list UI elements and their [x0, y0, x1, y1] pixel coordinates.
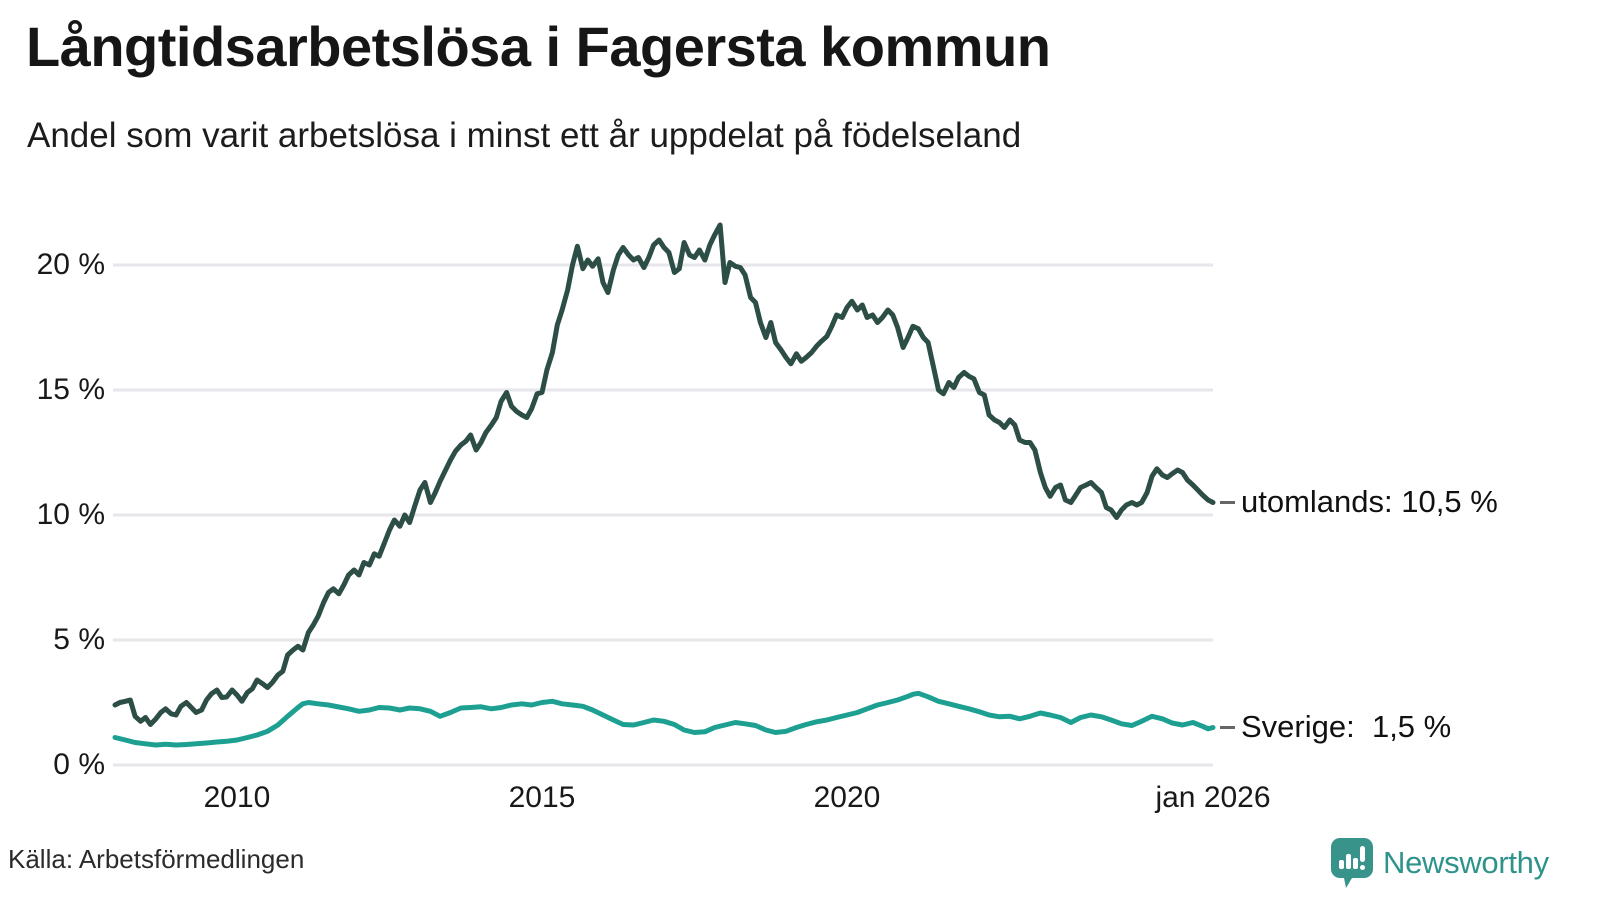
- y-axis-tick-label: 15 %: [36, 373, 105, 406]
- x-axis-tick-label: jan 2026: [1155, 781, 1271, 814]
- series-label-utomlands: utomlands: 10,5 %: [1241, 483, 1498, 519]
- chart-subtitle: Andel som varit arbetslösa i minst ett å…: [27, 116, 1022, 155]
- series-line-Sverige: [112, 690, 1216, 748]
- series-label-sverige: Sverige: 1,5 %: [1241, 708, 1452, 744]
- newsworthy-icon: [1331, 838, 1373, 888]
- y-axis-tick-label: 20 %: [36, 248, 105, 281]
- x-axis-tick-label: 2015: [508, 781, 576, 814]
- chart-title: Långtidsarbetslösa i Fagersta kommun: [26, 15, 1051, 78]
- y-axis-tick-label: 0 %: [53, 748, 105, 781]
- x-axis-tick-label: 2010: [203, 781, 271, 814]
- branding-logo: Newsworthy: [1330, 834, 1549, 892]
- x-axis-tick-label: 2020: [813, 781, 881, 814]
- newsworthy-wordmark: Newsworthy: [1383, 845, 1549, 880]
- series-line-utomlands: [112, 222, 1216, 727]
- y-axis-tick-label: 5 %: [53, 623, 105, 656]
- y-axis-tick-label: 10 %: [36, 498, 105, 531]
- source-attribution: Källa: Arbetsförmedlingen: [8, 844, 305, 874]
